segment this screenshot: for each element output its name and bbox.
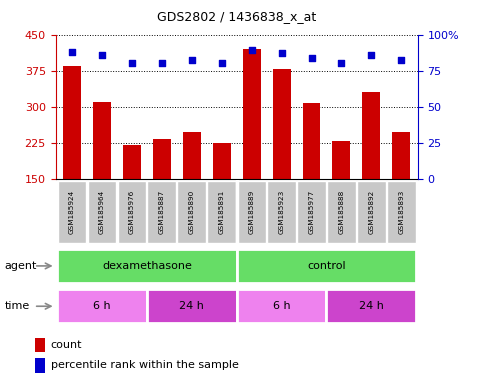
Text: GSM185889: GSM185889 <box>249 190 255 234</box>
Bar <box>237 249 416 283</box>
Text: GSM185964: GSM185964 <box>99 190 105 234</box>
Bar <box>147 181 176 243</box>
Text: control: control <box>307 261 346 271</box>
Bar <box>35 358 45 372</box>
Point <box>128 60 136 66</box>
Text: time: time <box>5 301 30 311</box>
Bar <box>153 139 171 179</box>
Bar <box>93 102 111 179</box>
Text: percentile rank within the sample: percentile rank within the sample <box>51 360 239 370</box>
Point <box>98 52 106 58</box>
Point <box>338 60 345 66</box>
Text: GSM185893: GSM185893 <box>398 190 404 234</box>
Bar <box>213 143 231 179</box>
Text: GSM185892: GSM185892 <box>369 190 374 234</box>
Text: GSM185923: GSM185923 <box>279 190 284 234</box>
Bar <box>57 249 237 283</box>
Text: GSM185890: GSM185890 <box>189 190 195 234</box>
Bar <box>267 181 296 243</box>
Bar <box>237 290 327 323</box>
Text: GSM185976: GSM185976 <box>129 190 135 234</box>
Point <box>248 47 256 53</box>
Bar <box>147 290 237 323</box>
Text: GSM185888: GSM185888 <box>339 190 344 234</box>
Text: agent: agent <box>5 261 37 271</box>
Text: count: count <box>51 340 82 350</box>
Text: 6 h: 6 h <box>273 301 290 311</box>
Bar <box>207 181 236 243</box>
Bar <box>242 49 261 179</box>
Point <box>158 60 166 66</box>
Bar <box>392 132 411 179</box>
Text: GDS2802 / 1436838_x_at: GDS2802 / 1436838_x_at <box>157 10 316 23</box>
Bar <box>57 290 147 323</box>
Point <box>188 58 196 64</box>
Point <box>68 49 76 55</box>
Bar <box>177 181 206 243</box>
Bar <box>87 181 116 243</box>
Point <box>278 50 285 56</box>
Text: 24 h: 24 h <box>359 301 384 311</box>
Bar <box>35 338 45 353</box>
Bar <box>123 145 141 179</box>
Bar <box>362 92 381 179</box>
Bar <box>237 181 266 243</box>
Bar <box>63 66 81 179</box>
Text: GSM185977: GSM185977 <box>309 190 314 234</box>
Bar <box>272 69 291 179</box>
Point <box>368 52 375 58</box>
Bar <box>183 132 201 179</box>
Point <box>218 60 226 66</box>
Text: 24 h: 24 h <box>179 301 204 311</box>
Bar <box>332 141 351 179</box>
Point <box>398 58 405 64</box>
Bar <box>297 181 326 243</box>
Text: 6 h: 6 h <box>93 301 111 311</box>
Bar <box>327 290 416 323</box>
Text: dexamethasone: dexamethasone <box>102 261 192 271</box>
Text: GSM185891: GSM185891 <box>219 190 225 234</box>
Text: GSM185887: GSM185887 <box>159 190 165 234</box>
Bar <box>357 181 386 243</box>
Bar <box>117 181 146 243</box>
Bar <box>57 181 86 243</box>
Text: GSM185924: GSM185924 <box>69 190 75 234</box>
Point <box>308 55 315 61</box>
Bar <box>387 181 416 243</box>
Bar <box>327 181 356 243</box>
Bar <box>302 103 321 179</box>
